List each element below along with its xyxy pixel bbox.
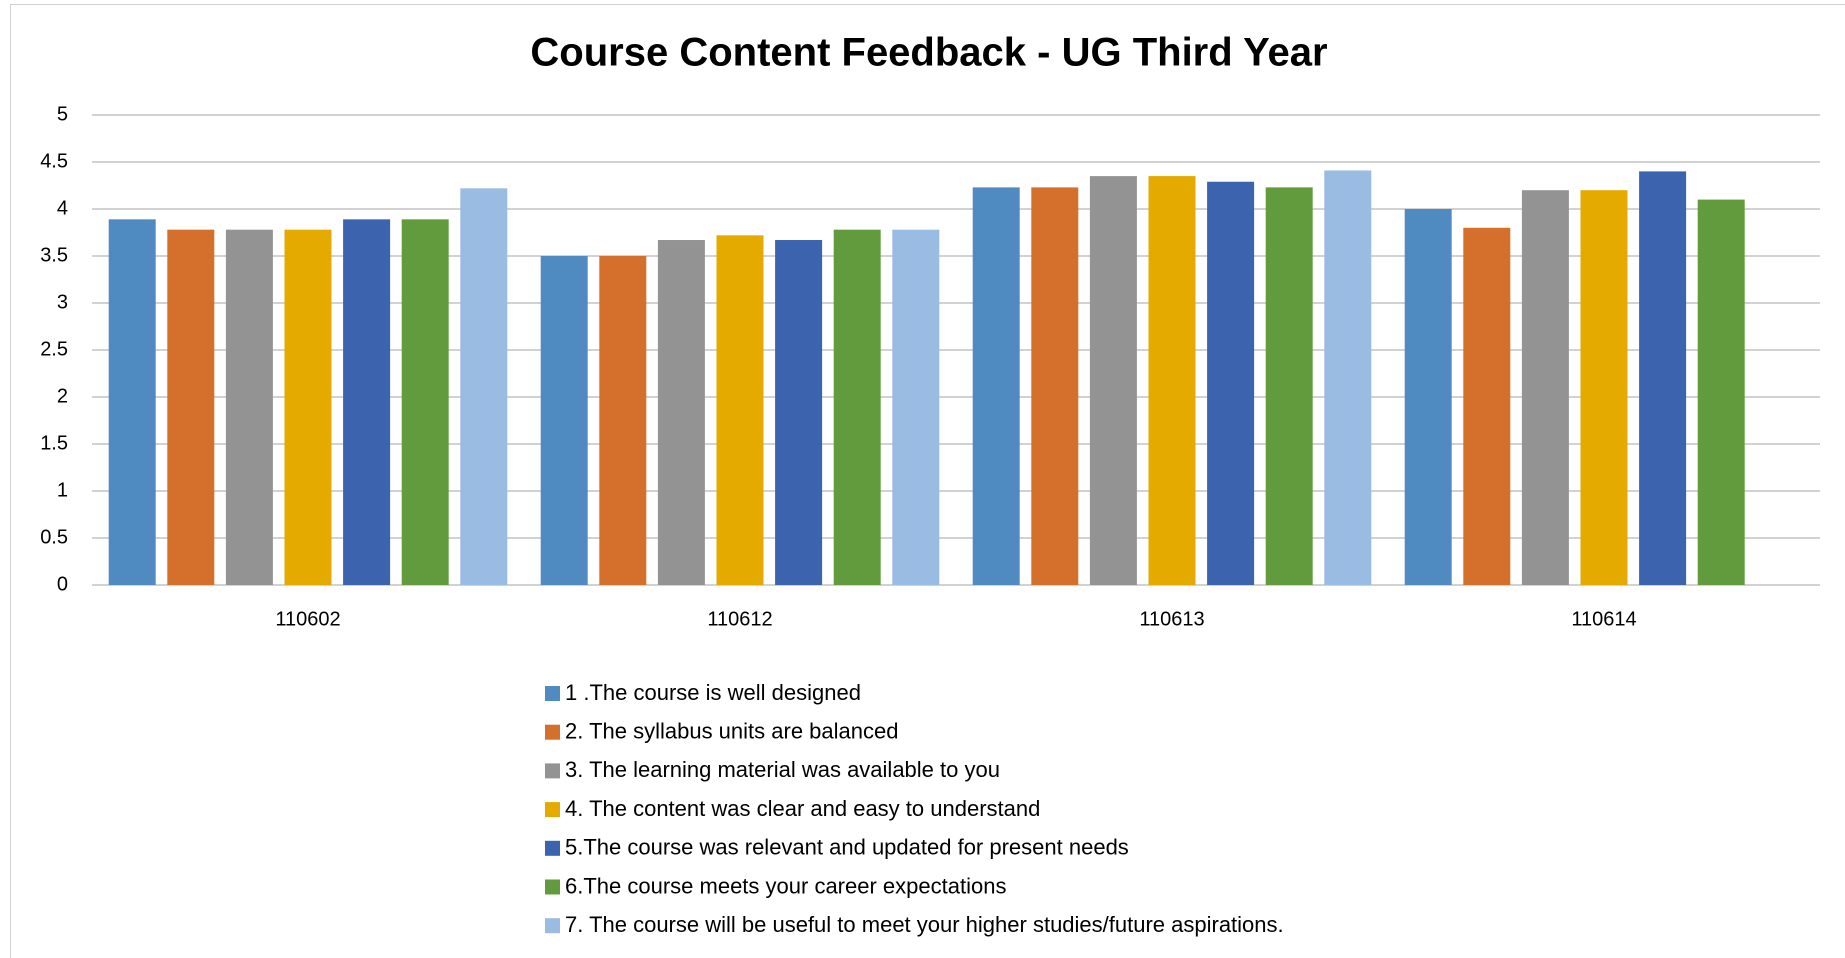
legend-swatch (545, 918, 560, 934)
y-tick-label: 1.5 (40, 432, 68, 454)
y-tick-label: 2 (57, 385, 68, 407)
x-tick-label: 110612 (707, 608, 772, 630)
bar (657, 240, 705, 585)
bar (1521, 190, 1569, 585)
bar (972, 187, 1020, 585)
y-tick-label: 4.5 (40, 150, 68, 172)
chart-border (10, 4, 1845, 958)
x-tick-label: 110613 (1139, 608, 1204, 630)
bar (1031, 187, 1079, 585)
bar (343, 219, 391, 585)
bar (775, 240, 823, 585)
legend-label: 6.The course meets your career expectati… (565, 873, 1006, 898)
y-tick-label: 0 (57, 573, 68, 595)
legend-label: 7. The course will be useful to meet you… (565, 912, 1284, 937)
legend-label: 5.The course was relevant and updated fo… (565, 835, 1129, 860)
bar (540, 256, 588, 585)
x-tick-label: 110614 (1571, 608, 1636, 630)
legend-swatch (545, 686, 560, 701)
bar (892, 229, 940, 585)
bar (108, 219, 156, 585)
legend-swatch (545, 840, 560, 856)
y-tick-label: 5 (57, 103, 68, 125)
bar (1580, 190, 1628, 585)
bar (1463, 227, 1511, 586)
bar (401, 219, 449, 585)
bar (225, 229, 273, 585)
y-tick-label: 3.5 (40, 244, 68, 266)
y-tick-label: 3 (57, 291, 68, 313)
chart-title: Course Content Feedback - UG Third Year (530, 31, 1327, 75)
y-tick-label: 0.5 (40, 526, 68, 548)
legend-swatch (545, 724, 560, 740)
y-tick-label: 4 (57, 197, 68, 219)
bar (599, 256, 647, 585)
bar (1089, 176, 1137, 585)
legend-label: 1 .The course is well designed (565, 680, 861, 705)
bar (284, 229, 332, 585)
bar (460, 188, 508, 585)
bar (833, 229, 881, 585)
bar (1265, 187, 1313, 585)
legend-swatch (545, 763, 560, 779)
bar (1697, 199, 1745, 585)
legend-swatch (545, 879, 560, 895)
bar (716, 235, 764, 585)
bar (167, 229, 215, 585)
bar (1207, 181, 1255, 586)
y-tick-label: 2.5 (40, 338, 68, 360)
legend-label: 2. The syllabus units are balanced (565, 719, 898, 744)
legend-label: 3. The learning material was available t… (565, 757, 1000, 782)
x-tick-label: 110602 (275, 608, 340, 630)
bar (1324, 170, 1372, 585)
legend-label: 4. The content was clear and easy to und… (565, 796, 1040, 821)
y-tick-label: 1 (57, 479, 68, 501)
legend-swatch (545, 802, 560, 818)
bar (1404, 209, 1452, 585)
bar (1639, 171, 1687, 585)
bar (1148, 176, 1196, 585)
